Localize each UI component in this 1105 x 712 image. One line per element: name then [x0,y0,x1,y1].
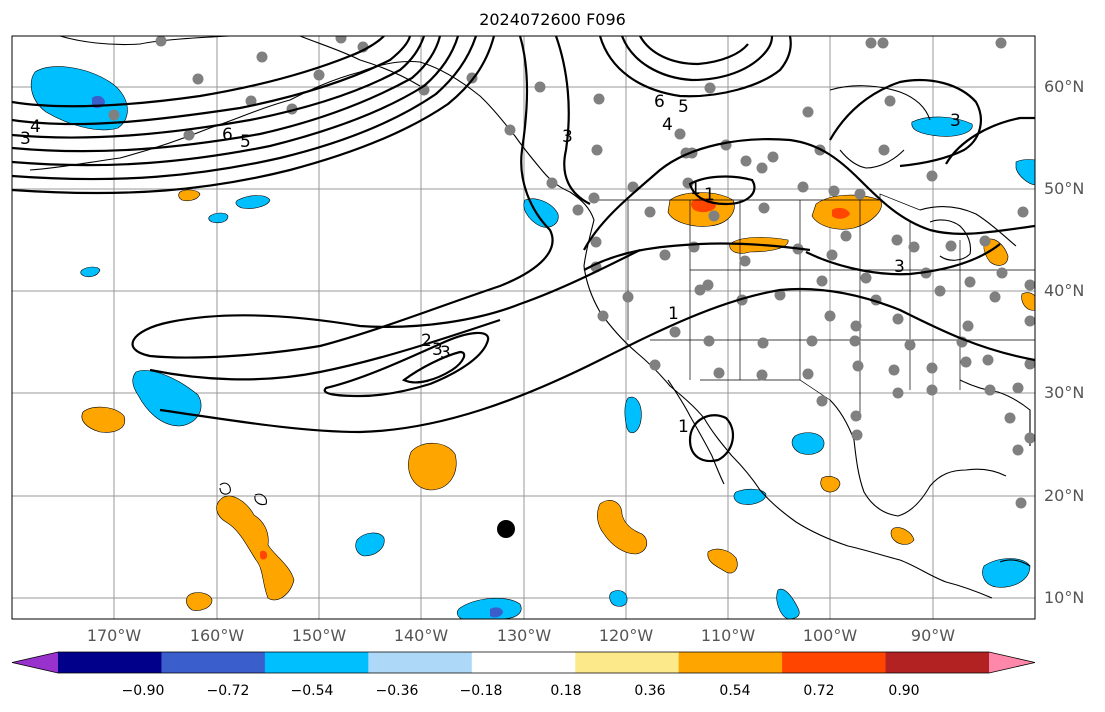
colorbar-tick-label: 0.90 [888,683,920,699]
negative-anomaly-areas [30,66,1035,619]
contour-label: 1 [704,185,715,205]
contour-label: 5 [678,97,689,117]
colorbar-segment [885,652,990,673]
colorbar-tick-label: −0.90 [121,683,165,699]
map-frame [11,35,1036,620]
contour-label: 4 [662,115,673,135]
colorbar-segment [678,652,783,673]
contour-label: 6 [222,125,233,145]
lat-label: 30°N [1044,383,1085,402]
contour-label: 3 [950,111,961,131]
lon-label: 100°W [802,626,858,645]
contour-label: 3 [894,257,905,277]
colorbar-extension-min [12,652,58,673]
contour-label: 5 [240,132,251,152]
contour-label: 3 [562,127,573,147]
lon-label: 140°W [393,626,449,645]
contour-label: 1 [690,179,701,199]
colorbar-segment [471,652,576,673]
lon-label: 130°W [496,626,552,645]
contour-label: 1 [668,304,679,324]
colorbar-tick-label: −0.18 [459,683,503,699]
contour-label: 2 [421,331,432,351]
colorbar-segment [161,652,266,673]
lat-label: 60°N [1044,77,1085,96]
colorbar-tick-label: −0.72 [206,683,250,699]
contour-label: 3 [20,129,31,149]
colorbar-tick-label: −0.36 [375,683,419,699]
map-title: 2024072600 F096 [479,10,626,29]
contour-label: 6 [654,92,665,112]
lat-label: 20°N [1044,486,1085,505]
lat-label: 10°N [1044,588,1085,607]
colorbar-segment [575,652,680,673]
lon-label: 160°W [189,626,245,645]
graticule [12,36,1035,619]
lon-label: 110°W [700,626,756,645]
colorbar-tick-label: 0.36 [634,683,666,699]
colorbar-outline [11,651,1036,674]
colorbar-tick-label: 0.72 [803,683,835,699]
colorbar-tick-label: 0.18 [550,683,582,699]
lat-label: 40°N [1044,281,1085,300]
lon-label: 90°W [910,626,956,645]
lon-label: 150°W [291,626,347,645]
colorbar [11,651,1036,674]
reference-point-marker [497,520,515,538]
contour-label: 4 [30,117,41,137]
colorbar-segment [58,652,162,673]
colorbar-segment [264,652,369,673]
contour-label: 3 [432,340,443,360]
colorbar-tick-label: −0.54 [290,683,334,699]
colorbar-segment [368,652,473,673]
lat-label: 50°N [1044,179,1085,198]
colorbar-extension-max [989,652,1035,673]
colorbar-tick-label: 0.54 [719,683,751,699]
contour-labels: 4 3 6 5 3 6 5 4 3 1 3 3 2 3 1 1 1 [20,92,961,437]
contour-label: 3 [440,343,451,363]
lon-label: 170°W [86,626,142,645]
contour-label: 1 [678,417,689,437]
colorbar-segment [782,652,887,673]
contour-lines [12,36,1035,463]
lon-label: 120°W [598,626,654,645]
